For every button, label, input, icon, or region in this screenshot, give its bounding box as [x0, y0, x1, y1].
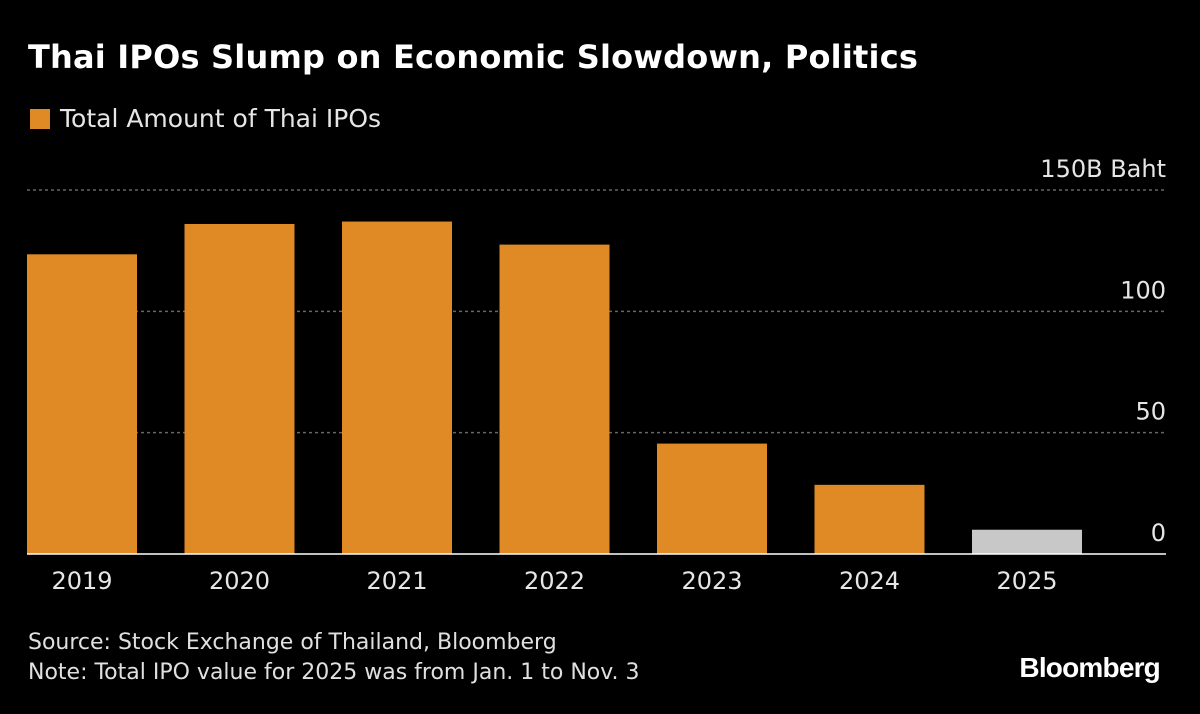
- bar-2024: [815, 485, 925, 554]
- x-tick-label: 2021: [366, 567, 427, 595]
- y-tick-label: 0: [1151, 519, 1166, 547]
- bar-2022: [500, 245, 610, 554]
- bar-2020: [185, 224, 295, 554]
- y-tick-label: 150B Baht: [1040, 155, 1166, 183]
- source-note: Source: Stock Exchange of Thailand, Bloo…: [28, 628, 640, 658]
- x-tick-label: 2024: [839, 567, 900, 595]
- bar-2025: [972, 530, 1082, 554]
- x-tick-label: 2020: [209, 567, 270, 595]
- bar-2023: [657, 444, 767, 554]
- x-tick-label: 2022: [524, 567, 585, 595]
- x-tick-label: 2025: [996, 567, 1057, 595]
- bloomberg-logo: Bloomberg: [1019, 652, 1160, 684]
- footnote: Note: Total IPO value for 2025 was from …: [28, 658, 640, 688]
- y-tick-label: 50: [1135, 398, 1166, 426]
- bar-2019: [27, 254, 137, 554]
- x-tick-label: 2019: [51, 567, 112, 595]
- x-tick-label: 2023: [681, 567, 742, 595]
- footer: Source: Stock Exchange of Thailand, Bloo…: [28, 628, 640, 688]
- y-tick-label: 100: [1120, 276, 1166, 304]
- bar-2021: [342, 222, 452, 554]
